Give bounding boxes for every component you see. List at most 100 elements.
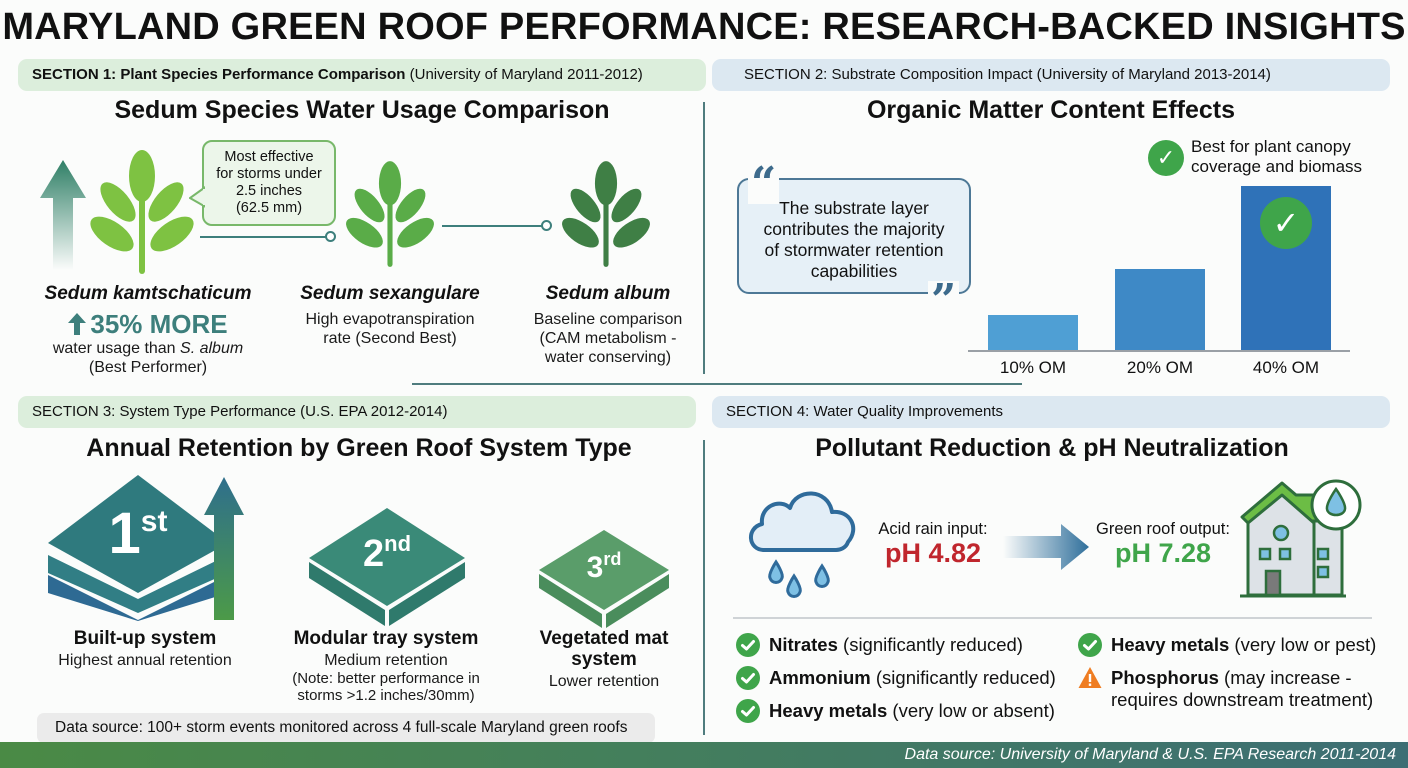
pollutant-note: (significantly reduced) [837,634,1023,655]
species-name: Sedum kamtschaticum [44,283,252,304]
footer-data-source: Data source: University of Maryland & U.… [0,742,1408,768]
section3-header: SECTION 3: System Type Performance (U.S.… [18,396,696,428]
section1-header-source: (University of Maryland 2011-2012) [405,66,643,83]
vegetated-mat-cube-icon: 3rd [539,530,669,628]
open-quote-icon: “ [748,162,780,206]
pollutant-name: Nitrates [769,634,838,655]
system-desc: Lower retention [548,673,660,690]
callout-pointer [189,186,205,208]
system-desc: Medium retention [324,652,448,669]
rain-cloud-icon [749,491,856,598]
quote-line: capabilities [810,261,898,281]
bar-label: 10% OM [999,358,1067,377]
section1-title: Sedum Species Water Usage Comparison [114,96,610,124]
section1-header: SECTION 1: Plant Species Performance Com… [18,59,706,91]
note-line: coverage and biomass [1191,157,1363,176]
desc-text: water usage than [52,340,181,357]
system-built-up: Built-up system Highest annual retention [40,628,250,670]
page-title: MARYLAND GREEN ROOF PERFORMANCE: RESEARC… [2,6,1406,48]
callout-line: Most effective [224,149,314,165]
pollutant-text: Nitrates (significantly reduced) [769,634,1023,656]
pollutant-text: Heavy metals (very low or pest) [1111,634,1376,656]
check-circle-icon [736,666,760,690]
section2-header: SECTION 2: Substrate Composition Impact … [712,59,1390,91]
callout-storm-effectiveness: Most effective for storms under 2.5 inch… [202,140,336,226]
species-name: Sedum album [545,283,671,304]
desc-italic: S. album [180,340,244,357]
pollutant-name: Heavy metals [769,700,888,721]
green-roof-house-icon [1240,479,1362,598]
system-note: storms >1.2 inches/30mm) [297,687,475,704]
connector-dot [541,220,552,231]
close-quote-icon: ” [928,279,960,323]
svg-text:2nd: 2nd [363,531,411,575]
species-desc: water usage than S. album [30,339,266,358]
pollutant-note: (may increase - [1218,667,1352,688]
plant-icon [90,150,194,274]
system-name: Modular tray system [293,628,479,649]
green-roof-ph: pH 7.28 [1114,538,1212,568]
check-circle-icon [736,699,760,723]
pollutant-text: Heavy metals (very low or absent) [769,700,1055,722]
modular-tray-cube-icon: 2nd [309,508,465,626]
species-desc: rate (Second Best) [323,330,457,347]
pollutant-note: (very low or absent) [887,700,1055,721]
section2-title: Organic Matter Content Effects [866,96,1236,124]
pollutant-text: Phosphorus (may increase - requires downs… [1111,667,1373,711]
up-arrow-icon [68,313,87,335]
section4-title: Pollutant Reduction & pH Neutralization [815,434,1289,462]
check-icon: ✓ [1260,197,1312,249]
connector-dot [325,231,336,242]
plant-icon [562,161,650,267]
bar-label: 20% OM [1126,358,1194,377]
system-modular-tray: Modular tray system Medium retention (No… [280,628,492,704]
up-arrow-icon [40,160,86,270]
section3-data-source: Data source: 100+ storm events monitored… [37,713,655,743]
callout-line: (62.5 mm) [235,200,303,216]
check-circle-icon [1078,633,1102,657]
species-desc: water conserving) [544,349,672,366]
divider-vertical-bottom [703,440,705,735]
system-name: Built-up system [73,628,217,649]
plant-icon [346,161,434,267]
pollutant-note: (very low or pest) [1229,634,1377,655]
pollutant-ammonium: Ammonium (significantly reduced) [736,666,1056,690]
pollutant-text: Ammonium (significantly reduced) [769,667,1056,689]
system-vegetated-mat: Vegetated mat system Lower retention [520,628,688,691]
chart-axis [968,350,1350,352]
connector-line [442,225,542,227]
section4-separator [733,617,1372,619]
pollutant-note: (significantly reduced) [870,667,1056,688]
pollutant-heavy-metals: Heavy metals (very low or absent) [736,699,1055,723]
substrate-quote: The substrate layer contributes the majo… [737,178,971,294]
species-name: Sedum sexangulare [300,283,480,304]
pollutant-nitrates: Nitrates (significantly reduced) [736,633,1023,657]
bar-label: 40% OM [1252,358,1320,377]
note-line: Best for plant canopy [1191,137,1351,156]
species-rank: (Best Performer) [88,359,208,376]
species-kamtschaticum: Sedum kamtschaticum 35% MORE water usage… [30,283,266,377]
stat-value: 35% MORE [90,309,228,339]
check-circle-icon [736,633,760,657]
pollutant-name: Ammonium [769,667,871,688]
pollutant-phosphorus: Phosphorus (may increase - requires downs… [1078,667,1373,711]
pollutant-name: Phosphorus [1111,667,1219,688]
divider-vertical-top [703,102,705,374]
connector-line [200,236,326,238]
species-desc: High evapotranspiration [305,311,475,328]
species-album: Sedum album Baseline comparison (CAM met… [508,283,708,367]
species-desc: Baseline comparison [533,311,683,328]
system-name: Vegetated mat [539,628,669,649]
quote-line: The substrate layer [779,198,929,218]
stat-35-more: 35% MORE [30,309,266,339]
green-roof-output-label: Green roof output: [1096,520,1230,538]
bar-10-om [988,315,1078,351]
acid-rain-ph: pH 4.82 [884,538,982,568]
best-canopy-note: Best for plant canopy coverage and bioma… [1191,137,1362,177]
system-note: (Note: better performance in [292,670,480,687]
quote-line: of stormwater retention [764,240,944,260]
acid-rain-label: Acid rain input: [878,520,988,538]
species-desc: (CAM metabolism - [539,330,677,347]
callout-line: 2.5 inches [235,183,303,199]
arrow-right-icon [1003,524,1089,570]
